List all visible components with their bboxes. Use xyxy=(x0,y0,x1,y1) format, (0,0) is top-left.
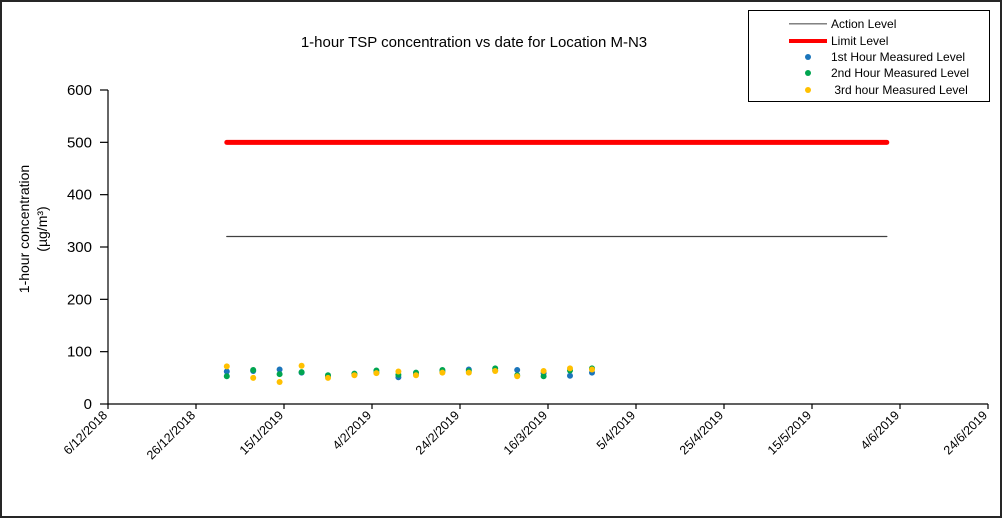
legend-label: 3rd hour Measured Level xyxy=(831,82,968,97)
legend-item: Limit Level xyxy=(749,32,989,48)
legend-item: 2nd Hour Measured Level xyxy=(749,65,989,81)
data-point xyxy=(395,368,402,375)
data-point xyxy=(325,374,331,381)
x-tick-label: 25/4/2019 xyxy=(677,408,726,457)
data-point xyxy=(276,371,283,378)
data-point xyxy=(567,372,573,379)
legend-line-swatch xyxy=(749,16,827,32)
legend-dot-swatch xyxy=(749,82,827,98)
data-point xyxy=(492,368,499,375)
legend-label: 1st Hour Measured Level xyxy=(831,49,966,64)
x-tick-label: 5/4/2019 xyxy=(594,408,638,452)
y-tick-label: 0 xyxy=(84,396,92,413)
chart-title: 1-hour TSP concentration vs date for Loc… xyxy=(300,34,648,51)
data-point xyxy=(223,363,230,370)
x-tick-label: 4/6/2019 xyxy=(858,408,902,452)
legend-item: Action Level xyxy=(749,16,989,32)
dot-marker-icon xyxy=(805,70,811,77)
data-point xyxy=(514,366,521,373)
data-point xyxy=(250,374,257,381)
legend: Action Level Limit Level 1st Hour Measured… xyxy=(748,10,990,102)
data-point xyxy=(465,369,472,376)
data-point xyxy=(589,366,595,373)
data-point xyxy=(276,366,283,373)
legend-label: Action Level xyxy=(831,17,897,32)
legend-dot-swatch xyxy=(749,65,827,81)
x-tick-label: 24/6/2019 xyxy=(941,408,990,457)
legend-label: 2nd Hour Measured Level xyxy=(831,66,970,81)
data-point xyxy=(373,370,380,377)
legend-item: 3rd hour Measured Level xyxy=(749,82,989,98)
data-point xyxy=(351,372,358,379)
x-tick-label: 15/1/2019 xyxy=(237,408,286,457)
y-tick-label: 300 xyxy=(67,239,92,256)
data-point xyxy=(413,372,419,379)
data-point xyxy=(567,365,573,372)
data-point xyxy=(540,373,547,380)
line-marker-icon xyxy=(789,38,827,43)
line-marker-icon xyxy=(789,23,827,25)
data-point xyxy=(298,362,305,369)
x-tick-label: 15/5/2019 xyxy=(765,408,814,457)
data-point xyxy=(514,373,521,380)
y-tick-label: 200 xyxy=(67,291,92,308)
x-tick-label: 16/3/2019 xyxy=(501,408,550,457)
dot-marker-icon xyxy=(805,86,811,93)
data-point xyxy=(540,368,547,375)
legend-label: Limit Level xyxy=(831,33,889,48)
data-point xyxy=(223,373,230,380)
y-tick-label: 500 xyxy=(67,134,92,151)
y-tick-label: 400 xyxy=(67,187,92,204)
x-tick-label: 4/2/2019 xyxy=(330,408,374,452)
x-tick-label: 26/12/2018 xyxy=(144,408,198,462)
data-point xyxy=(298,369,305,376)
legend-line-swatch xyxy=(749,32,827,48)
dot-marker-icon xyxy=(805,53,811,60)
data-point xyxy=(439,369,446,376)
legend-dot-swatch xyxy=(749,49,827,65)
data-point xyxy=(276,379,283,386)
x-tick-label: 6/12/2018 xyxy=(61,408,110,457)
y-tick-label: 100 xyxy=(67,344,92,361)
x-tick-label: 24/2/2019 xyxy=(413,408,462,457)
y-tick-label: 600 xyxy=(67,82,92,99)
data-point xyxy=(250,366,257,373)
data-point xyxy=(223,368,230,375)
legend-item: 1st Hour Measured Level xyxy=(749,49,989,65)
